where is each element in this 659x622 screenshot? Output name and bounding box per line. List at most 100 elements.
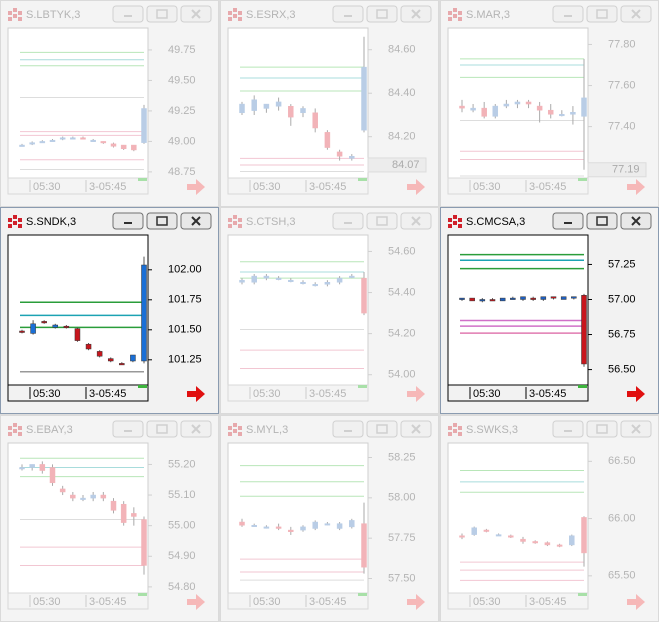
icon-cube	[228, 11, 232, 15]
y-tick-label: 84.60	[388, 44, 416, 56]
window-icon	[8, 8, 22, 21]
minimize-button[interactable]	[332, 212, 364, 230]
y-tick-label: 65.50	[608, 570, 636, 582]
restore-button[interactable]	[146, 420, 178, 438]
quote-window: S.MAR,3 77.80 77.60 77.40 77.19 05:30 3-05:45	[440, 0, 659, 207]
window-icon	[228, 215, 242, 228]
icon-cube	[458, 218, 462, 222]
y-tick-label: 66.00	[608, 512, 636, 524]
close-glyph	[631, 216, 641, 226]
candle-body	[110, 500, 117, 511]
candle-body	[336, 151, 343, 157]
candle-body	[503, 103, 510, 107]
icon-cube	[233, 215, 237, 219]
time-label: 05:30	[33, 388, 61, 400]
minimize-button[interactable]	[332, 5, 364, 23]
scroll-right-arrow[interactable]	[187, 594, 205, 610]
scroll-marker	[578, 593, 587, 596]
icon-cube	[238, 17, 242, 21]
price-label: 77.19	[612, 164, 640, 176]
candle-body	[556, 544, 563, 547]
icon-cube	[453, 14, 457, 18]
time-axis	[227, 384, 369, 402]
scroll-marker	[138, 385, 147, 388]
y-tick-label: 58.00	[388, 492, 416, 504]
scroll-right-arrow[interactable]	[627, 386, 645, 402]
icon-cube	[238, 218, 242, 222]
y-tick-label: 54.80	[168, 581, 196, 593]
candle-body	[275, 101, 282, 107]
candle-body	[39, 141, 46, 144]
time-label: 3-05:45	[309, 181, 346, 193]
restore-button[interactable]	[146, 212, 178, 230]
y-tick-label: 57.50	[388, 572, 416, 584]
scroll-right-arrow[interactable]	[407, 386, 425, 402]
candle-body	[520, 296, 526, 300]
minimize-glyph	[344, 430, 352, 432]
icon-cube	[453, 215, 457, 219]
candle-body	[263, 103, 270, 109]
scroll-right-arrow[interactable]	[407, 594, 425, 610]
candle-body	[263, 275, 270, 279]
candle-body	[489, 299, 496, 302]
quote-window: S.CMCSA,3 57.25 57.00 56.75 56.50 05:30 3-05:4…	[440, 207, 659, 414]
candle-body	[336, 277, 343, 283]
candle-body	[324, 282, 331, 285]
minimize-button[interactable]	[332, 420, 364, 438]
close-glyph	[191, 216, 201, 226]
y-tick-label: 84.40	[388, 87, 416, 99]
candle-body	[312, 521, 318, 529]
candle-body	[525, 101, 532, 105]
candle-body	[131, 513, 137, 517]
candle-body	[59, 488, 66, 493]
minimize-button[interactable]	[552, 212, 584, 230]
restore-button[interactable]	[586, 212, 618, 230]
time-label: 05:30	[253, 596, 281, 608]
scroll-right-arrow[interactable]	[627, 594, 645, 610]
candle-body	[571, 296, 577, 299]
minimize-button[interactable]	[112, 212, 144, 230]
window-title: S.ESRX,3	[246, 9, 296, 21]
minimize-button[interactable]	[112, 420, 144, 438]
scroll-right-arrow[interactable]	[407, 179, 425, 195]
icon-cube	[13, 8, 17, 12]
scroll-right-arrow[interactable]	[627, 179, 645, 195]
candle-body	[80, 137, 86, 140]
candle-body	[336, 523, 343, 529]
scroll-marker	[578, 385, 587, 388]
minimize-button[interactable]	[112, 5, 144, 23]
window-icon	[8, 423, 22, 436]
scroll-right-arrow[interactable]	[187, 179, 205, 195]
y-tick-label: 55.10	[168, 489, 196, 501]
y-tick-label: 54.20	[388, 328, 416, 340]
time-label: 05:30	[253, 181, 281, 193]
restore-button[interactable]	[146, 5, 178, 23]
candle-body	[560, 296, 567, 300]
restore-button[interactable]	[366, 5, 398, 23]
candle-body	[581, 97, 587, 117]
scroll-right-arrow[interactable]	[187, 386, 205, 402]
icon-cube	[18, 11, 22, 15]
icon-cube	[8, 17, 12, 21]
minimize-glyph	[124, 15, 132, 17]
restore-button[interactable]	[366, 212, 398, 230]
quote-window: S.SNDK,3 102.00 101.75 101.50 101.25 05:30 3-0…	[0, 207, 219, 414]
window-title: S.EBAY,3	[26, 424, 73, 436]
y-tick-label: 54.00	[388, 369, 416, 381]
restore-button[interactable]	[366, 420, 398, 438]
y-tick-label: 102.00	[168, 264, 202, 276]
candle-body	[540, 296, 547, 300]
candle-body	[107, 358, 114, 362]
candle-body	[41, 321, 47, 324]
y-tick-label: 49.50	[168, 74, 196, 86]
window-icon	[228, 8, 242, 21]
candle-body	[120, 503, 127, 523]
minimize-button[interactable]	[552, 420, 584, 438]
close-glyph	[411, 216, 421, 226]
candle-body	[275, 277, 282, 280]
minimize-button[interactable]	[552, 5, 584, 23]
window-title: S.MAR,3	[466, 9, 510, 21]
window-icon	[448, 215, 462, 228]
restore-button[interactable]	[586, 5, 618, 23]
restore-button[interactable]	[586, 420, 618, 438]
